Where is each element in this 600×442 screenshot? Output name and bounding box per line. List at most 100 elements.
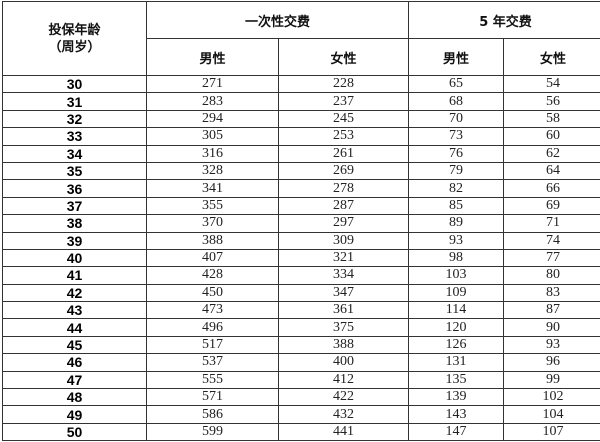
single-female-cell: 237 (277, 92, 410, 111)
five-year-male-header: 男性 (408, 38, 505, 76)
age-cell: 36 (2, 179, 147, 198)
single-male-cell: 473 (146, 301, 279, 320)
single-male-cell: 370 (146, 214, 279, 233)
five-year-male-cell: 131 (408, 353, 505, 372)
table-row: 41 428 334 103 80 (2, 266, 600, 285)
table-row: 50 599 441 147 107 (2, 422, 600, 442)
five-year-female-cell: 56 (503, 92, 600, 111)
single-male-cell: 388 (146, 231, 279, 250)
single-female-cell: 441 (277, 422, 410, 442)
five-year-female-cell: 62 (503, 144, 600, 163)
age-cell: 44 (2, 318, 147, 337)
single-female-cell: 400 (277, 353, 410, 372)
five-year-male-cell: 103 (408, 266, 505, 285)
five-year-male-cell: 98 (408, 248, 505, 268)
age-cell: 32 (2, 109, 147, 129)
age-cell: 47 (2, 370, 147, 390)
table-row: 36 341 278 82 66 (2, 179, 600, 198)
five-year-female-cell: 54 (503, 74, 600, 94)
age-cell: 48 (2, 388, 147, 407)
single-male-cell: 407 (146, 248, 279, 268)
table-row: 38 370 297 89 71 (2, 214, 600, 233)
single-male-cell: 517 (146, 335, 279, 355)
five-year-male-cell: 79 (408, 161, 505, 181)
five-year-female-cell: 74 (503, 231, 600, 250)
five-year-male-cell: 65 (408, 74, 505, 94)
single-female-cell: 261 (277, 144, 410, 163)
age-cell: 34 (2, 144, 147, 163)
five-year-male-cell: 76 (408, 144, 505, 163)
five-year-male-cell: 126 (408, 335, 505, 355)
single-male-header: 男性 (146, 38, 279, 76)
five-year-female-cell: 83 (503, 283, 600, 303)
age-cell: 39 (2, 231, 147, 250)
five-year-female-cell: 99 (503, 370, 600, 390)
single-female-cell: 287 (277, 196, 410, 216)
five-year-male-cell: 139 (408, 388, 505, 407)
table-row: 48 571 422 139 102 (2, 388, 600, 407)
five-year-male-cell: 135 (408, 370, 505, 390)
table-row: 33 305 253 73 60 (2, 127, 600, 146)
five-year-male-cell: 109 (408, 283, 505, 303)
table-row: 44 496 375 120 90 (2, 318, 600, 337)
table-row: 37 355 287 85 69 (2, 196, 600, 216)
single-male-cell: 555 (146, 370, 279, 390)
single-male-cell: 341 (146, 179, 279, 198)
five-year-male-cell: 147 (408, 422, 505, 442)
five-year-female-cell: 80 (503, 266, 600, 285)
single-female-cell: 432 (277, 405, 410, 424)
five-year-male-cell: 82 (408, 179, 505, 198)
five-year-female-cell: 71 (503, 214, 600, 233)
age-cell: 33 (2, 127, 147, 146)
single-male-cell: 599 (146, 422, 279, 442)
five-year-female-cell: 102 (503, 388, 600, 407)
five-year-female-cell: 58 (503, 109, 600, 129)
single-female-cell: 309 (277, 231, 410, 250)
five-year-female-cell: 96 (503, 353, 600, 372)
five-year-female-cell: 93 (503, 335, 600, 355)
five-year-male-cell: 73 (408, 127, 505, 146)
single-payment-header: 一次性交费 (145, 1, 410, 39)
single-male-cell: 328 (146, 161, 279, 181)
age-cell: 49 (2, 405, 147, 424)
five-year-male-cell: 89 (408, 214, 505, 233)
age-header-line1: 投保年龄 (48, 22, 101, 38)
five-year-male-cell: 68 (408, 92, 505, 111)
single-male-cell: 571 (146, 388, 279, 407)
single-female-cell: 334 (277, 266, 410, 285)
single-female-cell: 347 (277, 283, 410, 303)
table-row: 34 316 261 76 62 (2, 144, 600, 163)
age-cell: 37 (2, 196, 147, 216)
five-year-female-cell: 64 (503, 161, 600, 181)
table-row: 35 328 269 79 64 (2, 161, 600, 181)
table-row: 31 283 237 68 56 (2, 92, 600, 111)
single-male-cell: 355 (146, 196, 279, 216)
single-female-cell: 245 (277, 109, 410, 129)
age-cell: 50 (2, 422, 147, 442)
five-year-female-cell: 77 (503, 248, 600, 268)
single-male-cell: 305 (146, 127, 279, 146)
five-year-female-cell: 66 (503, 179, 600, 198)
table-row: 32 294 245 70 58 (2, 109, 600, 129)
five-year-male-cell: 93 (408, 231, 505, 250)
table-row: 47 555 412 135 99 (2, 370, 600, 390)
single-male-cell: 428 (146, 266, 279, 285)
five-year-male-cell: 85 (408, 196, 505, 216)
single-female-cell: 321 (277, 248, 410, 268)
single-female-cell: 269 (277, 161, 410, 181)
age-cell: 46 (2, 353, 147, 372)
five-year-female-header: 女性 (503, 38, 600, 76)
five-year-female-cell: 90 (503, 318, 600, 337)
table-row: 49 586 432 143 104 (2, 405, 600, 424)
age-cell: 31 (2, 92, 147, 111)
table-row: 42 450 347 109 83 (2, 283, 600, 303)
table-row: 45 517 388 126 93 (2, 335, 600, 355)
five-year-male-cell: 120 (408, 318, 505, 337)
single-female-cell: 228 (277, 74, 410, 94)
age-header: 投保年龄 （周岁） (2, 1, 147, 76)
single-male-cell: 496 (146, 318, 279, 337)
single-male-cell: 537 (146, 353, 279, 372)
age-cell: 42 (2, 283, 147, 303)
table-row: 43 473 361 114 87 (2, 301, 600, 320)
